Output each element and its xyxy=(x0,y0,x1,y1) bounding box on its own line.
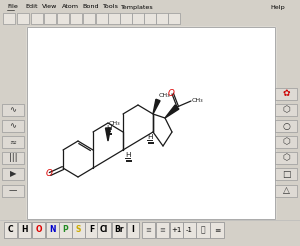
FancyBboxPatch shape xyxy=(275,185,297,197)
Text: 🖨: 🖨 xyxy=(201,226,205,234)
Text: □: □ xyxy=(282,169,290,179)
FancyBboxPatch shape xyxy=(108,13,120,24)
FancyBboxPatch shape xyxy=(57,13,69,24)
FancyBboxPatch shape xyxy=(85,222,98,238)
Text: ∿: ∿ xyxy=(10,122,16,130)
FancyBboxPatch shape xyxy=(2,185,24,197)
FancyBboxPatch shape xyxy=(18,222,31,238)
FancyBboxPatch shape xyxy=(112,222,126,238)
Text: P: P xyxy=(63,226,68,234)
FancyBboxPatch shape xyxy=(46,222,59,238)
FancyBboxPatch shape xyxy=(31,13,43,24)
FancyBboxPatch shape xyxy=(275,88,297,100)
FancyBboxPatch shape xyxy=(83,13,95,24)
Text: O: O xyxy=(35,226,42,234)
FancyBboxPatch shape xyxy=(96,13,108,24)
Text: ▶: ▶ xyxy=(10,169,16,179)
FancyBboxPatch shape xyxy=(127,222,139,238)
FancyBboxPatch shape xyxy=(275,120,297,132)
Text: H: H xyxy=(125,152,131,158)
FancyBboxPatch shape xyxy=(156,222,169,238)
FancyBboxPatch shape xyxy=(59,222,72,238)
FancyBboxPatch shape xyxy=(275,136,297,148)
FancyBboxPatch shape xyxy=(2,168,24,180)
Text: ○: ○ xyxy=(282,122,290,130)
Text: ⬡: ⬡ xyxy=(282,106,290,114)
Text: N: N xyxy=(49,226,56,234)
Text: File: File xyxy=(7,4,18,10)
FancyBboxPatch shape xyxy=(183,222,196,238)
Text: |||: ||| xyxy=(9,154,17,163)
FancyBboxPatch shape xyxy=(97,222,111,238)
Text: F: F xyxy=(89,226,94,234)
Text: Atom: Atom xyxy=(62,4,79,10)
Bar xyxy=(0,12,300,26)
FancyBboxPatch shape xyxy=(2,152,24,164)
Bar xyxy=(27,27,275,219)
Text: -1: -1 xyxy=(186,227,193,233)
Text: CH₃: CH₃ xyxy=(109,121,121,126)
Text: ≡: ≡ xyxy=(146,227,152,233)
Text: ⬡: ⬡ xyxy=(282,154,290,163)
Polygon shape xyxy=(165,105,179,118)
FancyBboxPatch shape xyxy=(44,13,56,24)
Text: —: — xyxy=(9,186,17,196)
Text: H: H xyxy=(147,134,153,140)
Text: I: I xyxy=(132,226,134,234)
FancyBboxPatch shape xyxy=(275,104,297,116)
Bar xyxy=(27,27,275,219)
Text: CH₃: CH₃ xyxy=(192,98,204,104)
Text: ≡: ≡ xyxy=(160,227,165,233)
Text: △: △ xyxy=(283,186,290,196)
Text: Cl: Cl xyxy=(100,226,108,234)
FancyBboxPatch shape xyxy=(2,136,24,148)
FancyBboxPatch shape xyxy=(17,13,29,24)
Text: C: C xyxy=(8,226,13,234)
Text: Bond: Bond xyxy=(82,4,99,10)
FancyBboxPatch shape xyxy=(132,13,144,24)
Text: O: O xyxy=(168,89,174,97)
FancyBboxPatch shape xyxy=(196,222,210,238)
Text: ⬡: ⬡ xyxy=(282,138,290,147)
Polygon shape xyxy=(106,128,110,141)
FancyBboxPatch shape xyxy=(120,13,132,24)
Bar xyxy=(0,220,300,246)
Text: ✿: ✿ xyxy=(282,90,290,98)
Text: O: O xyxy=(46,169,52,179)
Text: Tools: Tools xyxy=(102,4,118,10)
Text: +1: +1 xyxy=(171,227,182,233)
Text: Help: Help xyxy=(270,4,285,10)
Text: ∿: ∿ xyxy=(10,106,16,114)
FancyBboxPatch shape xyxy=(32,222,45,238)
FancyBboxPatch shape xyxy=(4,222,17,238)
FancyBboxPatch shape xyxy=(70,13,82,24)
FancyBboxPatch shape xyxy=(210,222,224,238)
FancyBboxPatch shape xyxy=(72,222,85,238)
FancyBboxPatch shape xyxy=(170,222,183,238)
Text: View: View xyxy=(42,4,57,10)
Bar xyxy=(0,0,300,12)
Text: ≡: ≡ xyxy=(214,226,220,234)
FancyBboxPatch shape xyxy=(275,168,297,180)
FancyBboxPatch shape xyxy=(2,120,24,132)
FancyBboxPatch shape xyxy=(3,13,15,24)
Text: ≈: ≈ xyxy=(10,138,16,147)
Text: CH₃: CH₃ xyxy=(159,93,171,98)
Text: S: S xyxy=(76,226,81,234)
FancyBboxPatch shape xyxy=(2,104,24,116)
FancyBboxPatch shape xyxy=(144,13,156,24)
FancyBboxPatch shape xyxy=(168,13,180,24)
Text: Templates: Templates xyxy=(120,4,153,10)
FancyBboxPatch shape xyxy=(275,152,297,164)
Text: H: H xyxy=(21,226,28,234)
Text: Br: Br xyxy=(114,226,124,234)
Polygon shape xyxy=(153,99,160,114)
Text: Edit: Edit xyxy=(25,4,38,10)
Text: H: H xyxy=(106,125,112,131)
FancyBboxPatch shape xyxy=(156,13,168,24)
FancyBboxPatch shape xyxy=(142,222,155,238)
